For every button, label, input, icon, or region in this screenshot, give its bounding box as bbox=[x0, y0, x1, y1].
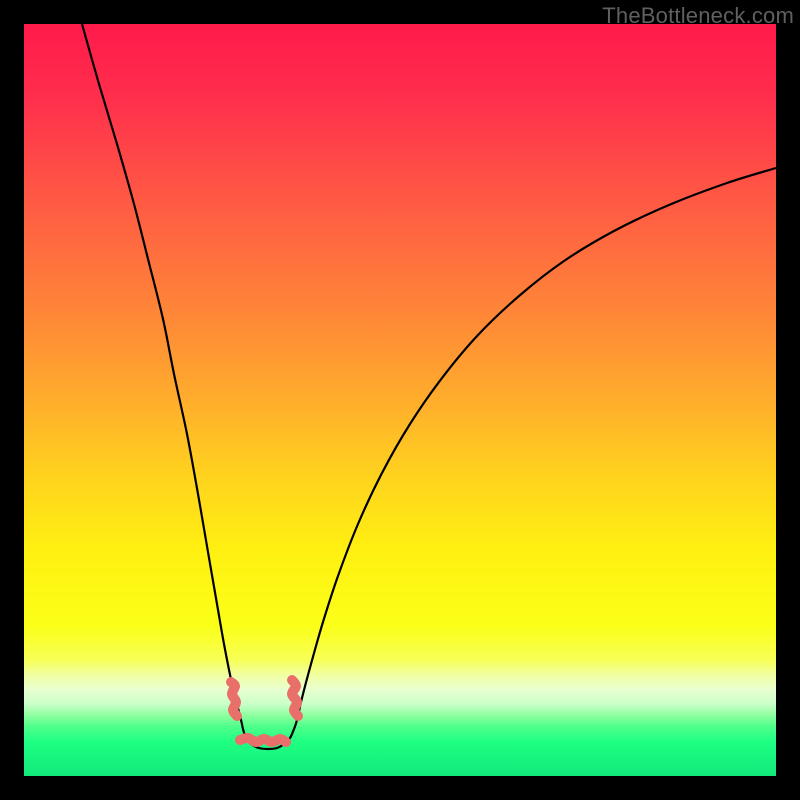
watermark-text: TheBottleneck.com bbox=[602, 3, 794, 29]
squiggle-marker bbox=[231, 682, 237, 716]
v-curve bbox=[82, 24, 776, 749]
chart-frame bbox=[24, 24, 776, 776]
squiggle-marker bbox=[292, 680, 298, 716]
squiggle-marker bbox=[240, 738, 286, 742]
squiggle-markers bbox=[231, 680, 298, 742]
curve-layer bbox=[24, 24, 776, 776]
